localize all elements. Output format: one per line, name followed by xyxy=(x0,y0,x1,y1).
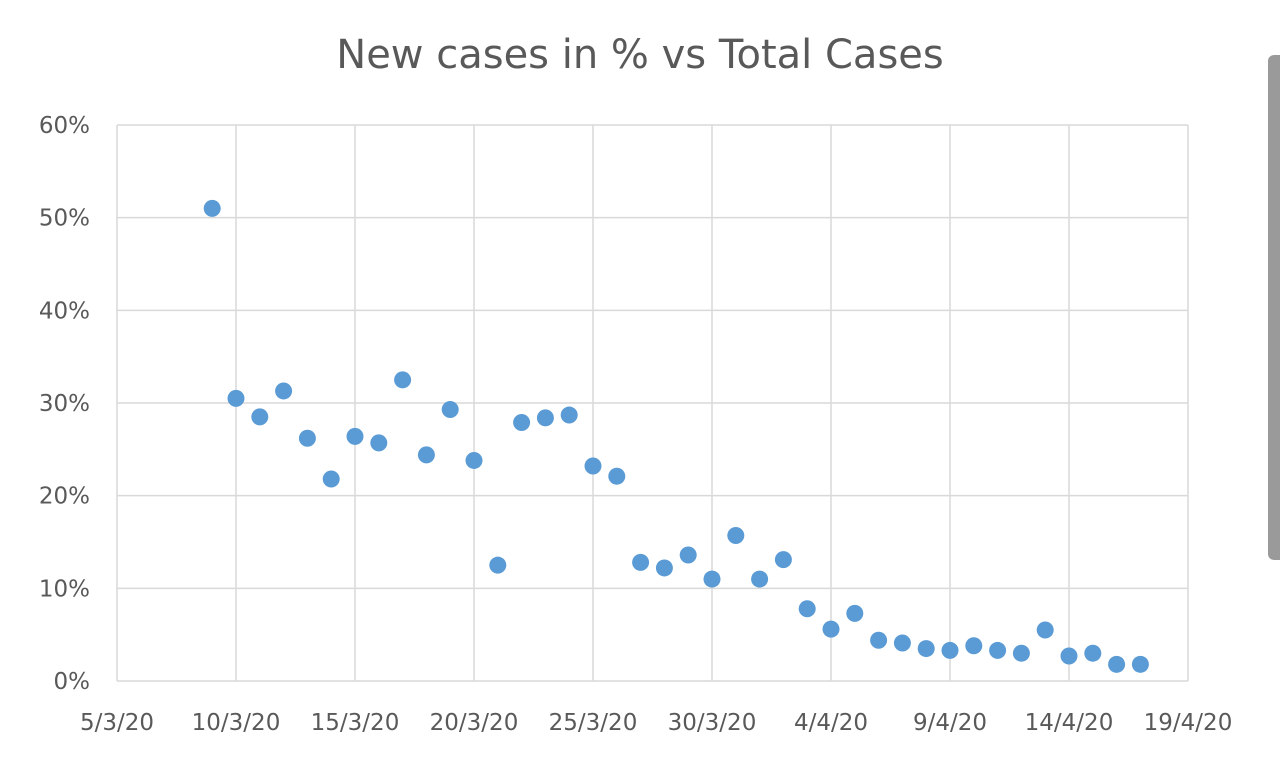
data-point xyxy=(870,631,888,649)
chart-title: New cases in % vs Total Cases xyxy=(336,32,943,78)
x-tick-label: 15/3/20 xyxy=(311,710,400,736)
data-point xyxy=(989,641,1007,659)
data-point xyxy=(751,570,769,588)
data-point xyxy=(965,637,983,655)
x-tick-label: 9/4/20 xyxy=(913,710,987,736)
data-point xyxy=(703,570,721,588)
x-tick-label: 14/4/20 xyxy=(1025,710,1114,736)
data-point xyxy=(1012,644,1030,662)
data-point xyxy=(1084,644,1102,662)
data-point xyxy=(679,546,697,564)
data-point xyxy=(1108,655,1126,673)
data-point xyxy=(346,427,364,445)
data-point xyxy=(1060,647,1078,665)
data-point xyxy=(417,446,435,464)
data-point xyxy=(608,467,626,485)
data-point xyxy=(727,527,745,545)
x-tick-label: 4/4/20 xyxy=(794,710,868,736)
data-point xyxy=(774,551,792,569)
data-point xyxy=(1131,655,1149,673)
y-tick-label: 50% xyxy=(39,206,90,232)
data-point xyxy=(465,451,483,469)
data-point xyxy=(227,389,245,407)
x-tick-label: 10/3/20 xyxy=(192,710,281,736)
data-point xyxy=(203,199,221,217)
x-tick-label: 19/4/20 xyxy=(1144,710,1233,736)
x-tick-label: 25/3/20 xyxy=(549,710,638,736)
y-tick-label: 20% xyxy=(39,484,90,510)
data-point xyxy=(941,641,959,659)
y-tick-label: 30% xyxy=(39,391,90,417)
data-point xyxy=(655,559,673,577)
plot-area: 0% 10% 20% 30% 40% 50% 60% 5/3/20 10/3/20 15/3/20… xyxy=(39,113,1232,736)
data-point xyxy=(298,429,316,447)
x-tick-label: 20/3/20 xyxy=(430,710,519,736)
data-point xyxy=(560,406,578,424)
x-tick-label: 30/3/20 xyxy=(668,710,757,736)
data-point xyxy=(394,371,412,389)
data-point xyxy=(370,434,388,452)
data-point xyxy=(251,408,269,426)
data-point xyxy=(513,413,531,431)
y-tick-label: 10% xyxy=(39,576,90,602)
y-tick-label: 60% xyxy=(39,113,90,139)
data-point xyxy=(536,409,554,427)
y-tick-label: 40% xyxy=(39,298,90,324)
data-point xyxy=(322,470,340,488)
data-point xyxy=(798,600,816,618)
y-tick-label: 0% xyxy=(54,669,91,695)
x-tick-label: 5/3/20 xyxy=(80,710,154,736)
data-point xyxy=(1036,621,1054,639)
data-point xyxy=(822,620,840,638)
data-point xyxy=(917,640,935,658)
data-point xyxy=(441,400,459,418)
data-point xyxy=(489,556,507,574)
data-point xyxy=(846,604,864,622)
data-point xyxy=(893,634,911,652)
data-point xyxy=(584,457,602,475)
scroll-edge xyxy=(1268,55,1280,560)
data-point xyxy=(275,382,293,400)
data-point xyxy=(632,553,650,571)
